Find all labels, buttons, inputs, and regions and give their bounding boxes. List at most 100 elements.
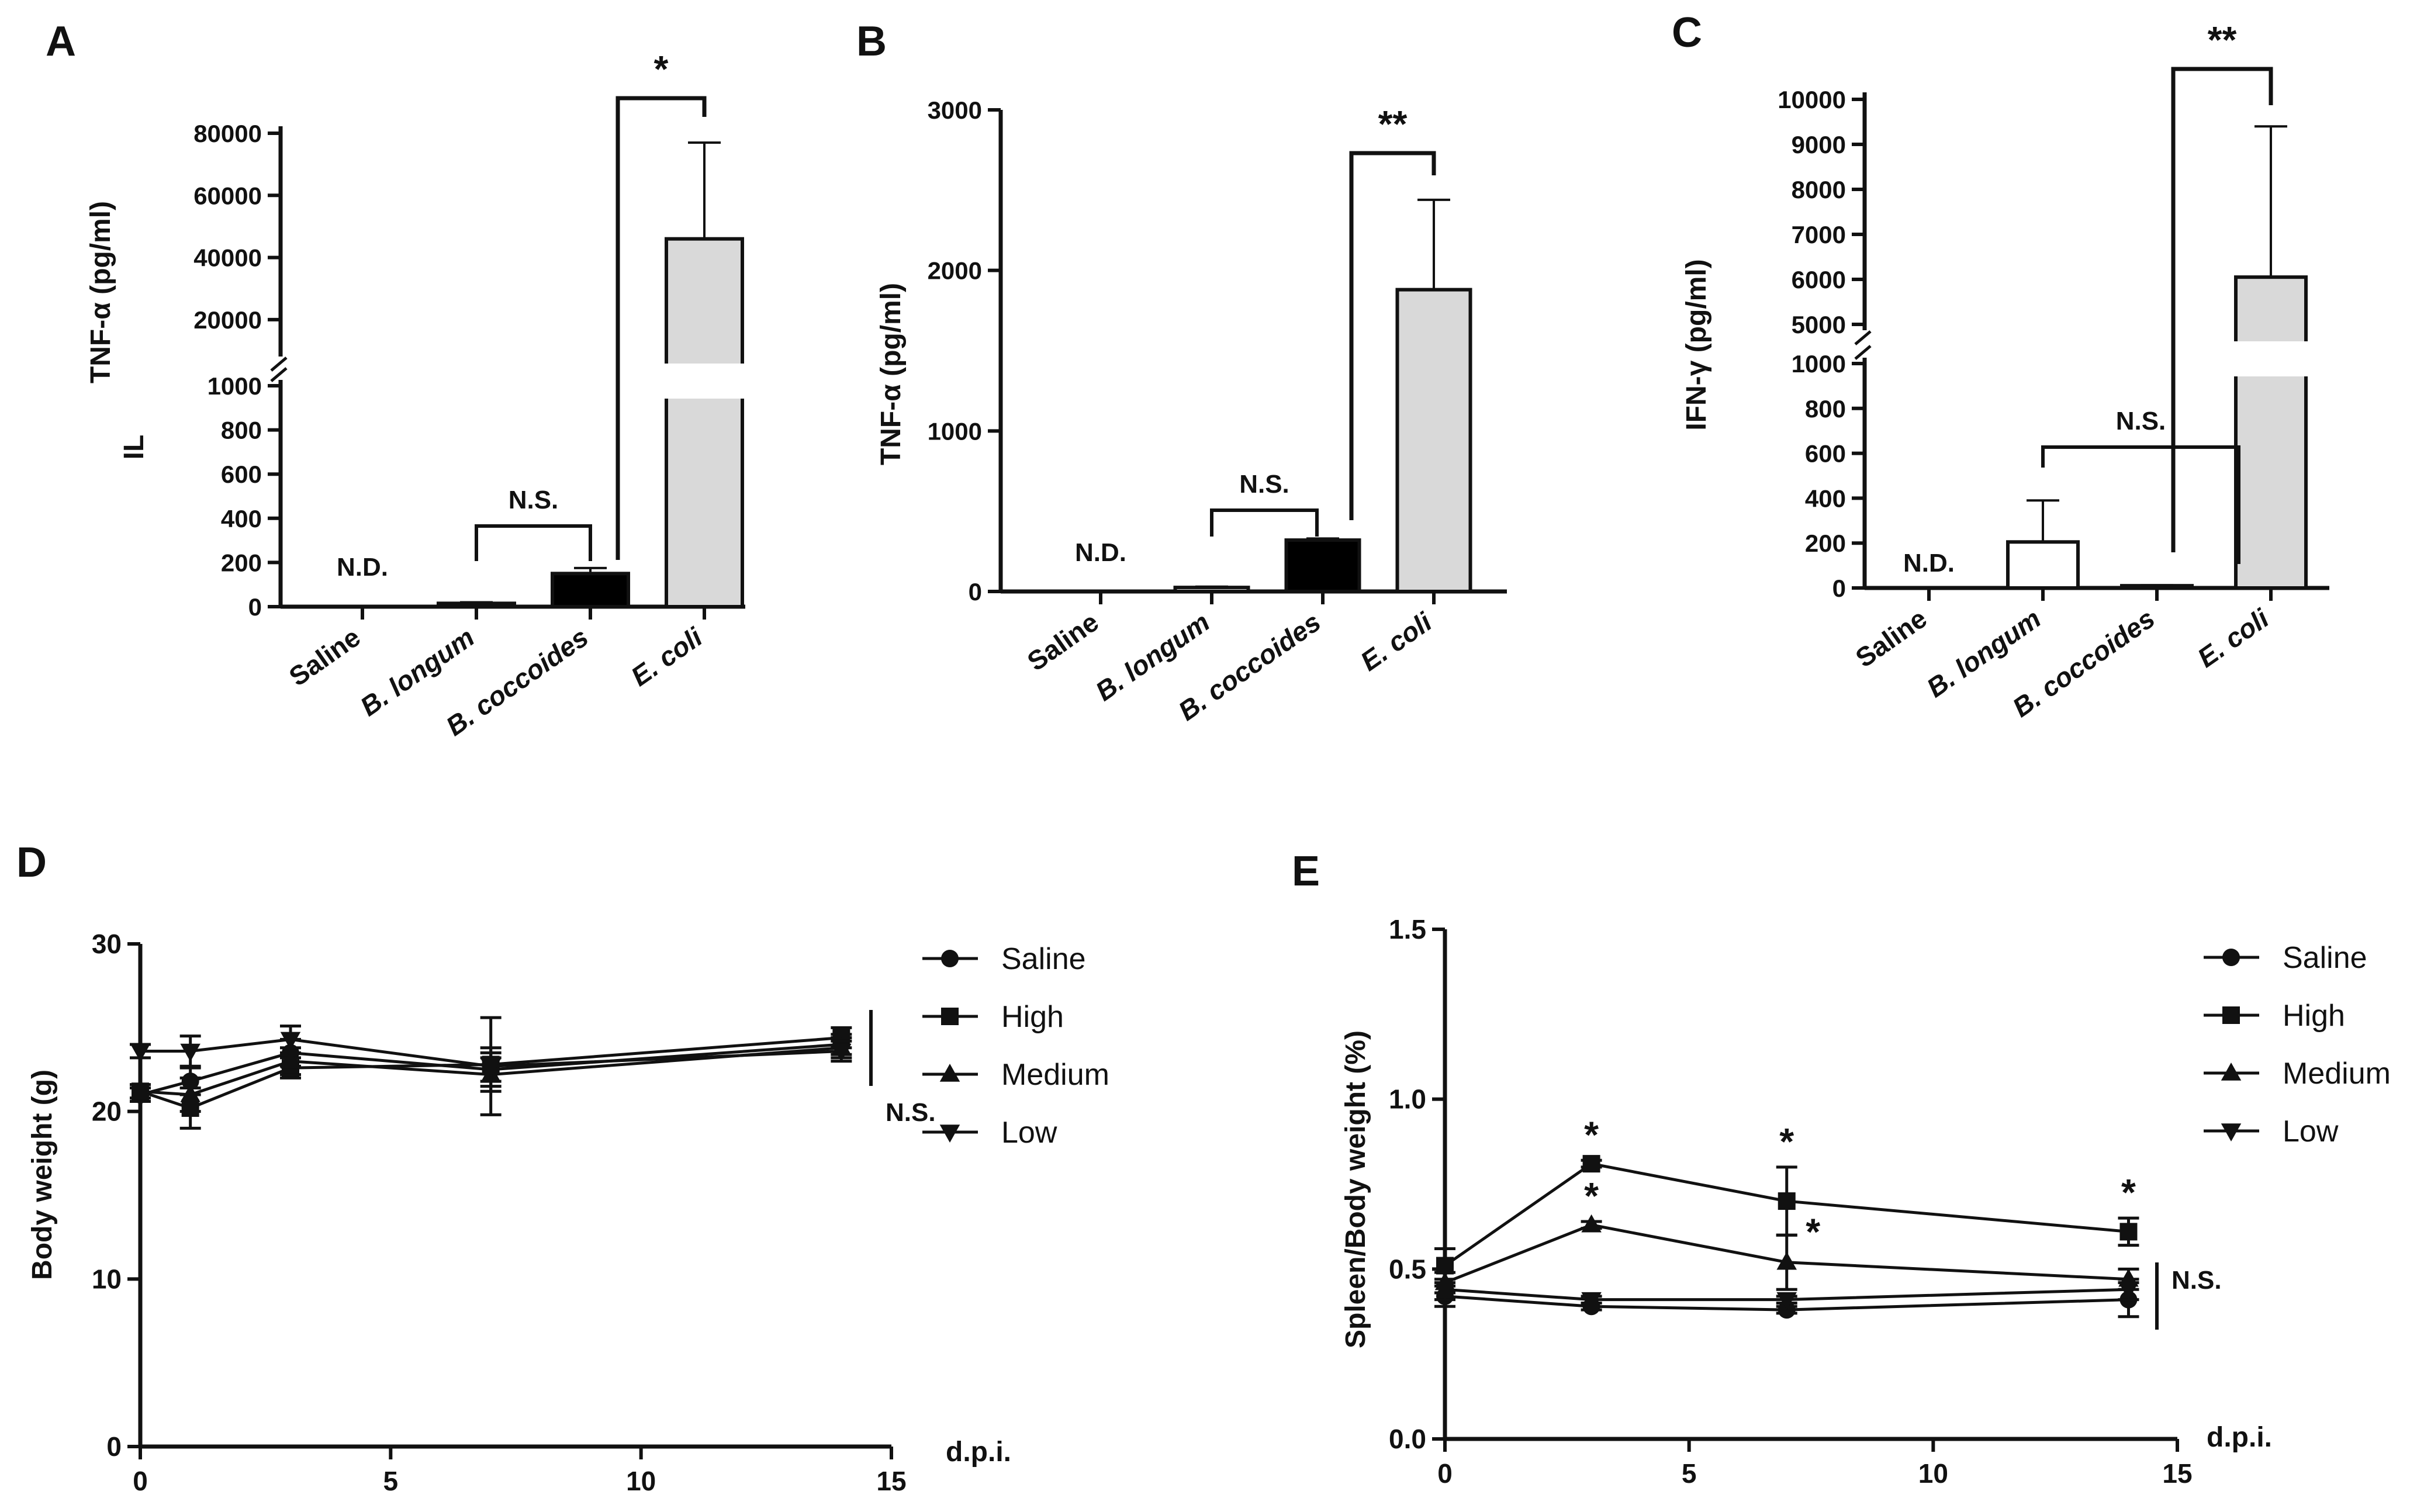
panel-a-y-tick-label: 60000 (193, 182, 262, 209)
panel-a-axis-break-mark (270, 357, 288, 372)
panel-d-series-medium-point (280, 1050, 301, 1069)
panel-e-legend-marker-low (2221, 1123, 2242, 1141)
panel-d-x-tick-label: 10 (626, 1466, 656, 1496)
panel-c-y-tick-label: 800 (1805, 395, 1846, 423)
panel-letter-b: B (856, 18, 887, 65)
panel-d-legend-label-medium: Medium (1001, 1058, 1109, 1092)
panel-d-legend-label-saline: Saline (1001, 942, 1086, 976)
panel-e-line-chart: 0.0 0.5 1.0 1.5 0 5 10 15 * * * * * N.S. Saline High Med… (1389, 914, 2391, 1489)
panel-c-y-tick-label: 0 (1832, 575, 1846, 602)
panel-e-series-low-line (1444, 1288, 2129, 1302)
panel-b-y-tick-label: 3000 (928, 96, 982, 124)
panel-d-legend-marker-medium (939, 1064, 960, 1082)
panel-b-significance-bracket (1349, 151, 1436, 520)
panel-e-y-tick-label: 0.5 (1389, 1254, 1426, 1284)
panel-b-bar-b-coccoides (1284, 538, 1361, 594)
panel-e-series-medium-line (1444, 1223, 2129, 1284)
panel-letter-a: A (46, 18, 76, 65)
panel-e-legend-label-low: Low (2283, 1115, 2339, 1148)
panel-a-significance-bracket (616, 96, 707, 560)
panel-e-significance-label: * (1779, 1120, 1794, 1162)
panel-b-ns-bracket (1210, 508, 1319, 537)
panel-e-series-saline-line (1444, 1295, 2129, 1312)
panel-d-legend-marker-low (939, 1125, 960, 1143)
panel-letter-d: D (16, 839, 47, 886)
panel-c-y-tick-label: 6000 (1792, 266, 1846, 293)
panel-e-significance-label: * (1806, 1211, 1820, 1253)
panel-a-y-tick-label: 20000 (193, 306, 262, 334)
panel-b-ns-label: N.S. (1239, 470, 1289, 499)
panel-a-bar-e-coli (665, 237, 744, 608)
panel-e-series-high-point (1582, 1155, 1600, 1173)
panel-b-significance-label: ** (1378, 103, 1408, 145)
panel-c-axis-break-gap (2232, 341, 2309, 376)
panel-d-legend-label-low: Low (1001, 1116, 1057, 1150)
panel-e-series-high-line (1444, 1162, 2129, 1267)
panel-e-legend-label-high: High (2283, 999, 2345, 1033)
panel-e-x-tick-label: 0 (1437, 1458, 1453, 1489)
panel-e-significance-label: * (1584, 1113, 1599, 1155)
panel-a-y-axis-upper-label: TNF-α (pg/ml) (85, 201, 116, 383)
panel-d-series-low-point (480, 1058, 501, 1077)
panel-a-nd-label: N.D. (337, 553, 388, 582)
panel-c-y-tick-label: 600 (1805, 440, 1846, 468)
panel-e-legend-label-saline: Saline (2283, 941, 2367, 975)
panel-a-ns-bracket (475, 524, 592, 561)
panel-a-y-tick-label: 80000 (193, 120, 262, 147)
panel-e-legend-marker-high (2222, 1006, 2240, 1024)
panel-d-x-tick-label: 0 (133, 1466, 148, 1496)
panel-d-series-medium-point (130, 1081, 151, 1099)
panel-b-y-tick-label: 1000 (928, 417, 982, 445)
panel-e-legend-marker-saline (2222, 949, 2240, 966)
panel-d-y-tick-label: 10 (92, 1264, 122, 1294)
panel-a-significance-label: * (654, 48, 669, 90)
panel-e-series-low-point (2118, 1282, 2139, 1300)
panel-d-series-low-point (130, 1043, 151, 1062)
panel-c-y-axis-label: IFN-γ (pg/ml) (1681, 259, 1712, 430)
panel-d-series-low-point (831, 1043, 852, 1062)
panel-e-significance-label: * (2121, 1171, 2136, 1213)
panel-c-y-tick-label: 1000 (1792, 350, 1846, 378)
panel-c-significance-bracket (2171, 67, 2273, 552)
panel-e-series-high-point (2119, 1223, 2138, 1241)
panel-e-series-low-point (1434, 1282, 1455, 1300)
panel-d-y-axis-label: Body weight (g) (27, 1070, 58, 1280)
panel-a-axis-break-mark (270, 367, 288, 382)
panel-e-legend-marker-medium (2221, 1063, 2242, 1081)
panel-a-ns-label: N.S. (509, 486, 559, 514)
panel-b-y-axis-label: TNF-α (pg/ml) (876, 283, 907, 465)
panel-b-y-tick-label: 2000 (928, 257, 982, 285)
panel-a-bar-b-longum (437, 601, 516, 608)
panel-e-series-low-point (1776, 1292, 1797, 1310)
panel-a-axis-break-gap (663, 364, 746, 399)
panel-c-ns-bracket (2041, 445, 2240, 564)
panel-d-legend-label-high: High (1001, 1000, 1064, 1034)
panel-d-y-tick-label: 20 (92, 1096, 122, 1127)
panel-c-y-tick-label: 10000 (1778, 86, 1846, 113)
panel-a-y-tick-label: 40000 (193, 244, 262, 272)
panel-a-y-tick-label: 600 (221, 461, 262, 488)
panel-c-y-tick-label: 5000 (1792, 311, 1846, 338)
panel-d-line-chart: 0 10 20 30 0 5 10 15 N.S. Saline High Medium Low (92, 929, 1109, 1496)
panel-d-x-tick-label: 5 (383, 1466, 399, 1496)
panel-c-bar-e-coli (2234, 275, 2308, 590)
panel-letter-e: E (1292, 848, 1320, 895)
panel-a-bar-b-coccoides (551, 572, 630, 608)
panel-e-x-axis-label: d.p.i. (2207, 1422, 2272, 1453)
panel-b-bar-e-coli (1395, 288, 1472, 594)
panel-d-y-tick-label: 0 (106, 1431, 122, 1462)
panel-e-y-tick-label: 1.5 (1389, 914, 1426, 944)
panel-d-legend-marker-high (941, 1008, 959, 1025)
panel-c-bar-b-longum (2006, 540, 2080, 590)
panel-d-x-axis-label: d.p.i. (946, 1437, 1011, 1468)
panel-c-axis-break-mark (1854, 345, 1872, 360)
panel-c-nd-label: N.D. (1903, 549, 1955, 577)
panel-e-x-tick-label: 10 (1918, 1458, 1948, 1489)
panel-e-x-tick-label: 15 (2162, 1458, 2192, 1489)
panel-d-legend-marker-saline (941, 950, 959, 967)
panel-c-y-tick-label: 9000 (1792, 131, 1846, 158)
panel-e-y-tick-label: 0.0 (1389, 1424, 1426, 1454)
panel-e-series-high-point (1778, 1192, 1796, 1210)
panel-e-series-medium-point (1776, 1251, 1797, 1270)
